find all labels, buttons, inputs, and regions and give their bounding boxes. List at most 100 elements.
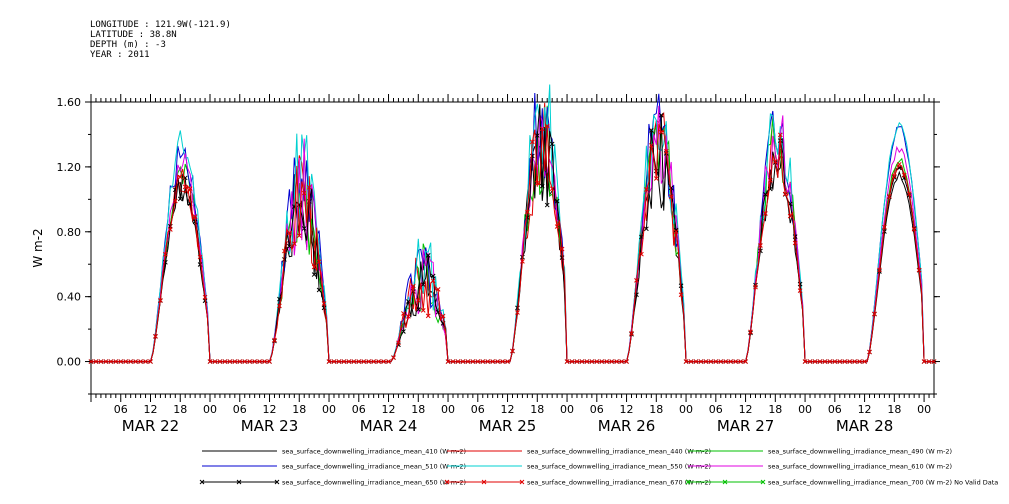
x-date-label: MAR 25 [479, 417, 536, 435]
series-marker [817, 359, 823, 364]
series-marker [663, 149, 669, 154]
y-tick-label: 1.20 [57, 161, 82, 174]
legend-marker [481, 479, 487, 485]
series-marker [227, 359, 233, 364]
series-marker [286, 230, 292, 236]
series-line [91, 104, 934, 363]
series-marker [207, 359, 213, 364]
legend-label: sea_surface_downwelling_irradiance_mean_… [527, 448, 711, 456]
series-marker [648, 128, 654, 133]
series-marker [673, 227, 679, 233]
series-marker [554, 224, 560, 229]
series-marker [272, 337, 277, 343]
series-marker [639, 251, 644, 257]
series-marker [366, 359, 372, 364]
series-marker [192, 219, 198, 225]
series-marker [614, 359, 619, 364]
legend-label: sea_surface_downwelling_irradiance_mean_… [282, 448, 466, 456]
series-marker [450, 359, 456, 364]
x-tick-label: 12 [501, 403, 515, 416]
series-marker [158, 297, 163, 303]
series-marker [282, 248, 287, 254]
series-marker [510, 348, 515, 354]
series-marker [916, 267, 922, 273]
series-marker [118, 359, 124, 364]
series-marker [653, 176, 659, 181]
series-marker [98, 359, 104, 364]
x-date-label: MAR 24 [360, 417, 417, 435]
series-marker [564, 359, 570, 364]
y-axis: 0.00 0.40 0.80 1.20 1.60 W m-2 [31, 96, 940, 395]
series-marker [153, 333, 158, 339]
x-tick-label: 06 [828, 403, 842, 416]
series-marker [187, 186, 193, 191]
series-marker [391, 355, 396, 361]
legend-marker [199, 479, 205, 485]
series-marker [306, 184, 312, 190]
series-marker [143, 359, 148, 364]
x-tick-label: 00 [322, 403, 336, 416]
series-marker [644, 187, 649, 192]
legend-label: sea_surface_downwelling_irradiance_mean_… [768, 463, 952, 471]
series-marker [341, 359, 347, 364]
series-marker [301, 226, 307, 231]
series-marker [301, 190, 307, 196]
series-marker [539, 183, 545, 189]
series-marker [792, 240, 798, 246]
x-tick-label: 12 [739, 403, 753, 416]
series-marker [723, 359, 729, 364]
series-marker [410, 283, 416, 289]
x-date-label: MAR 27 [717, 417, 774, 435]
series-marker [599, 359, 605, 364]
series-marker [311, 272, 317, 277]
series-marker [634, 278, 639, 283]
legend-marker [236, 479, 242, 485]
year-line: YEAR : 2011 [90, 50, 150, 60]
series-marker [877, 267, 882, 273]
series-marker [177, 174, 183, 180]
series-marker [797, 288, 803, 294]
series-marker [252, 359, 257, 364]
series-marker [331, 359, 337, 364]
series-marker [485, 359, 491, 364]
series-marker [847, 359, 853, 364]
series-marker [867, 349, 872, 355]
legend: sea_surface_downwelling_irradiance_mean_… [199, 448, 998, 487]
series-marker [316, 259, 322, 264]
series-marker [163, 251, 168, 257]
series-marker [237, 359, 243, 364]
legend-marker [519, 479, 525, 485]
series-marker [425, 253, 431, 258]
series-marker [351, 359, 357, 364]
series-marker [648, 143, 654, 148]
series-marker [777, 132, 783, 138]
x-tick-label: 18 [768, 403, 782, 416]
series-marker [460, 359, 466, 364]
series-marker [549, 141, 555, 147]
series-marker [529, 139, 535, 145]
series-marker [138, 359, 143, 364]
series-marker [88, 359, 94, 364]
series-marker [549, 186, 555, 192]
y-tick-label: 1.60 [57, 96, 82, 109]
series-marker [396, 340, 401, 346]
series-marker [822, 359, 828, 364]
series-marker [108, 359, 114, 364]
series-marker [872, 311, 877, 317]
series-marker [812, 359, 818, 364]
series-marker [505, 359, 510, 364]
series-marker [291, 241, 297, 247]
series-marker [678, 283, 684, 289]
series-marker [688, 359, 694, 364]
legend-label: sea_surface_downwelling_irradiance_mean_… [527, 479, 711, 487]
x-date-label: MAR 23 [241, 417, 298, 435]
series-marker [896, 161, 902, 167]
series-marker [574, 359, 580, 364]
series-marker [420, 282, 426, 287]
series-line [91, 92, 934, 363]
series-marker [316, 287, 322, 293]
series-marker [604, 359, 610, 364]
series-marker [103, 359, 109, 364]
series-marker [525, 209, 530, 215]
series-marker [539, 126, 545, 132]
